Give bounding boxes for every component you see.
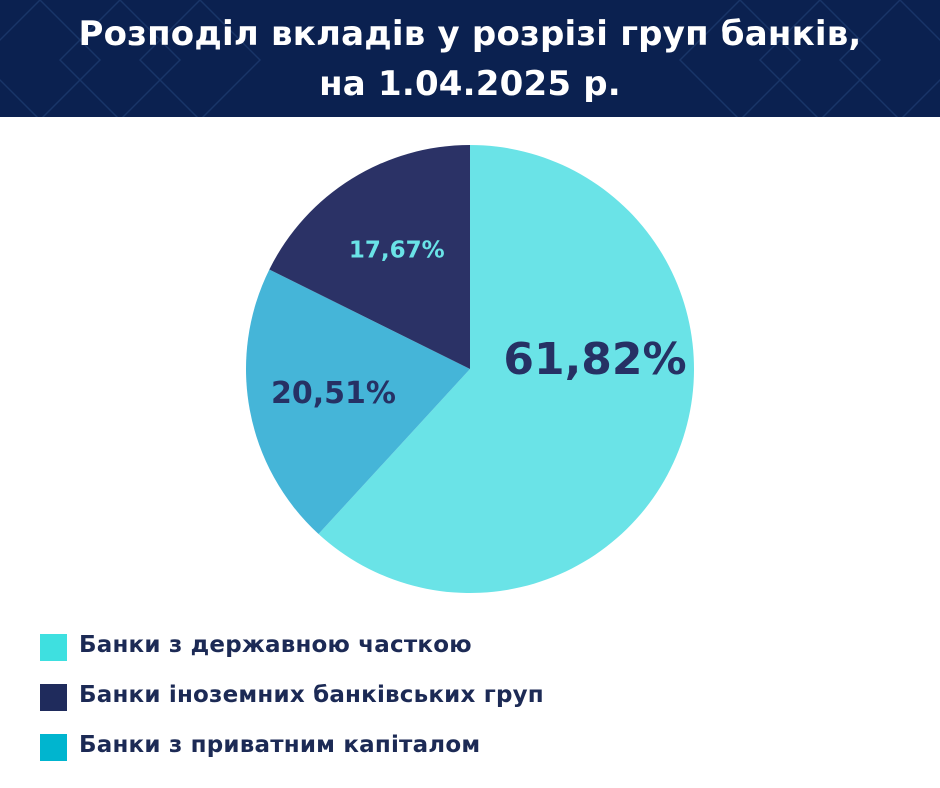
pie-slice-state-banks bbox=[318, 145, 694, 593]
data-label-private-banks: 20,51% bbox=[271, 376, 396, 411]
legend-swatch-state-banks bbox=[40, 634, 67, 661]
data-label-state-banks: 61,82% bbox=[503, 334, 686, 385]
header-banner: Розподіл вкладів у розрізі груп банків, … bbox=[0, 0, 940, 117]
legend-swatch-private-banks bbox=[40, 734, 67, 761]
header-background-pattern bbox=[0, 0, 940, 117]
legend-label-state-banks: Банки з державною часткою bbox=[79, 632, 472, 658]
pie-slice-foreign-banks bbox=[269, 145, 470, 369]
chart-title-line-2: на 1.04.2025 р. bbox=[319, 64, 621, 104]
data-label-foreign-banks: 17,67% bbox=[349, 237, 445, 263]
legend-label-foreign-banks: Банки іноземних банківських груп bbox=[79, 682, 544, 708]
pie-chart: 61,82% 20,51% 17,67% bbox=[246, 145, 694, 593]
legend-label-private-banks: Банки з приватним капіталом bbox=[79, 732, 481, 758]
pie-slice-private-banks bbox=[246, 269, 470, 535]
chart-title-line-1: Розподіл вкладів у розрізі груп банків, bbox=[78, 14, 862, 54]
legend-swatch-foreign-banks bbox=[40, 684, 67, 711]
